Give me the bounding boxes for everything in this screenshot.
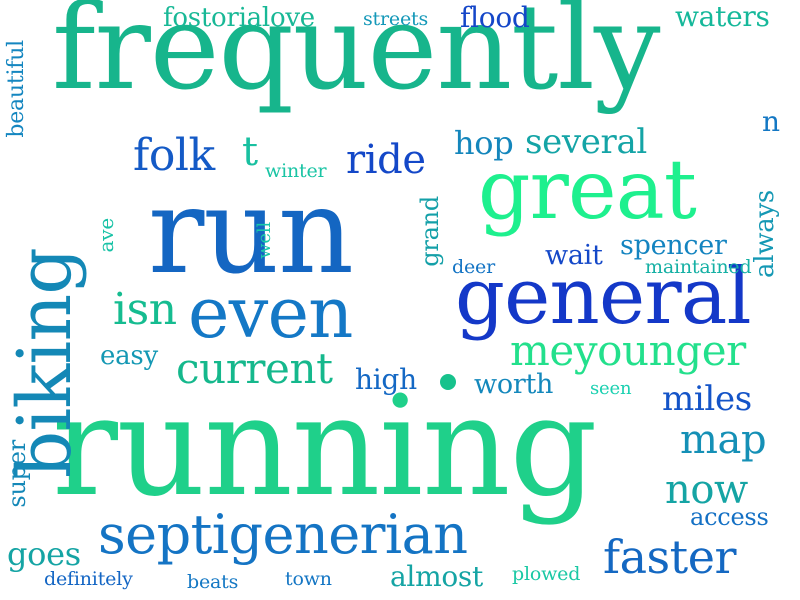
word-folk: folk: [133, 130, 215, 181]
word-hop: hop: [454, 124, 514, 162]
word-grand: grand: [416, 196, 444, 267]
word-great: great: [478, 143, 697, 238]
word-current: current: [176, 344, 333, 393]
word-access: access: [690, 503, 769, 531]
word-several: several: [525, 122, 647, 162]
word-ride: ride: [346, 137, 426, 183]
word-always: always: [750, 190, 780, 279]
word-plowed: plowed: [512, 563, 581, 585]
word-beats: beats: [187, 571, 239, 593]
word-well: well: [254, 222, 275, 259]
word-n: n: [762, 105, 780, 138]
word-beautiful: beautiful: [4, 40, 29, 138]
word-winter: winter: [265, 160, 327, 182]
word-general: general: [455, 252, 752, 342]
word-run: run: [148, 162, 354, 300]
word-septigenerian: septigenerian: [98, 503, 468, 566]
word-seen: seen: [590, 378, 632, 399]
word-worth: worth: [474, 369, 554, 400]
word-super: super: [3, 440, 31, 508]
word-map: map: [680, 417, 767, 463]
word-running: running: [52, 366, 598, 527]
word-miles: miles: [662, 379, 752, 419]
word-frequently: frequently: [52, 0, 660, 116]
word-ave: ave: [94, 218, 118, 253]
word-definitely: definitely: [44, 568, 133, 590]
word-spencer: spencer: [620, 230, 727, 261]
word-faster: faster: [603, 530, 736, 584]
word-flood: flood: [460, 1, 530, 34]
word-easy: easy: [100, 341, 158, 371]
word-now: now: [665, 467, 748, 513]
word-isn: isn: [113, 284, 177, 335]
word-high: high: [355, 363, 417, 396]
decorative-dot: [440, 374, 456, 390]
word-town: town: [285, 568, 332, 590]
word-almost: almost: [390, 560, 483, 593]
word-streets: streets: [363, 8, 429, 30]
word-meyounger: meyounger: [510, 326, 746, 375]
word-waters: waters: [675, 0, 770, 33]
word-maintained: maintained: [645, 256, 752, 278]
word-fostorialove: fostorialove: [163, 3, 315, 33]
word-even: even: [188, 272, 353, 354]
word-wait: wait: [545, 240, 603, 271]
word-t: t: [242, 129, 258, 175]
word-deer: deer: [452, 256, 495, 278]
word-goes: goes: [7, 535, 81, 573]
